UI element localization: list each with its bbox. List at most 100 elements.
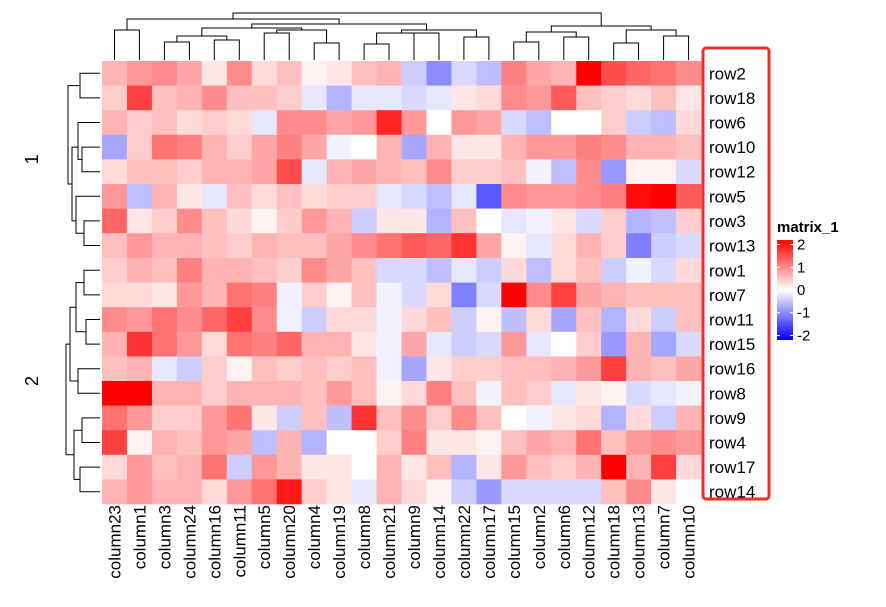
heatmap-cell (376, 85, 402, 111)
heatmap-cell (551, 331, 577, 357)
row-dendrogram-link (85, 319, 100, 345)
heatmap-cell (676, 405, 702, 431)
row-split-labels: 12 (22, 154, 42, 386)
heatmap-cell (626, 356, 652, 382)
heatmap-cell (526, 110, 552, 136)
heatmap-cell (102, 208, 128, 234)
heatmap-cell (551, 479, 577, 505)
heatmap-cell (576, 208, 602, 234)
heatmap-cell (126, 282, 153, 308)
row-label: row15 (709, 335, 755, 354)
heatmap-cell (126, 307, 153, 333)
heatmap-cell (676, 430, 702, 456)
heatmap-cell (676, 184, 702, 209)
heatmap-cell (676, 159, 702, 185)
heatmap-cell (102, 479, 128, 505)
heatmap-cell (501, 454, 527, 480)
heatmap-cell (551, 381, 577, 406)
heatmap-cell (326, 307, 352, 333)
heatmap-cell (201, 331, 228, 357)
heatmap-cell (251, 307, 278, 333)
heatmap-cell (276, 307, 302, 333)
heatmap-cell (176, 479, 203, 505)
heatmap-cell (601, 258, 627, 283)
heatmap-cell (526, 85, 552, 111)
heatmap-cell (576, 85, 602, 111)
heatmap-cell (551, 282, 577, 308)
heatmap-cell (251, 356, 278, 382)
heatmap-cell (301, 233, 327, 259)
heatmap-cell (376, 454, 402, 480)
heatmap-cell (326, 208, 352, 234)
heatmap-cell (276, 454, 302, 480)
heatmap-cell (251, 331, 278, 357)
heatmap-cell (526, 454, 552, 480)
heatmap-cell (651, 381, 677, 406)
heatmap-cell (126, 405, 153, 431)
heatmap-cell (426, 258, 452, 283)
column-label: column4 (305, 505, 324, 569)
heatmap-cell (251, 430, 278, 456)
heatmap-cell (151, 184, 178, 209)
heatmap-cell (176, 454, 203, 480)
heatmap-cell (226, 233, 253, 259)
row-label: row3 (709, 212, 746, 231)
heatmap-cell (576, 381, 602, 406)
heatmap-cell (201, 184, 228, 209)
heatmap-cell (651, 356, 677, 382)
heatmap-cell (451, 61, 477, 86)
heatmap-cell (651, 208, 677, 234)
row-label: row6 (709, 114, 746, 133)
heatmap-cell (102, 233, 128, 259)
heatmap-cell (426, 331, 452, 357)
heatmap-cell (201, 110, 228, 136)
heatmap-cell (251, 405, 278, 431)
heatmap-cell (102, 307, 128, 333)
heatmap-cell (226, 454, 253, 480)
column-label: column21 (380, 505, 399, 579)
heatmap-cell (401, 282, 427, 308)
row-dendrogram-link (81, 417, 100, 443)
heatmap-cell (651, 258, 677, 283)
heatmap-cell (151, 430, 178, 456)
heatmap-cell (651, 233, 677, 259)
legend-tick-label: 1 (797, 259, 805, 276)
heatmap-cell (201, 208, 228, 234)
heatmap-cell (151, 479, 178, 505)
column-dendrogram-link (176, 35, 228, 42)
heatmap-cell (426, 381, 452, 406)
heatmap-cell (626, 184, 652, 209)
heatmap-cell (226, 307, 253, 333)
heatmap-cell (201, 258, 228, 283)
row-label: row11 (709, 311, 754, 330)
heatmap-cell (126, 258, 153, 283)
column-label: column23 (106, 505, 125, 579)
row-dendrogram-link (75, 195, 100, 234)
heatmap-cell (601, 110, 627, 136)
column-label: column19 (330, 505, 349, 579)
heatmap-cell (401, 85, 427, 111)
heatmap-cell (201, 159, 228, 185)
heatmap-cell (301, 110, 327, 136)
heatmap-cell (401, 159, 427, 185)
heatmap-cell (326, 331, 352, 357)
heatmap-cell (426, 110, 452, 136)
column-label: column2 (530, 505, 549, 569)
column-dendrogram-link (663, 35, 690, 60)
heatmap-cell (551, 159, 577, 185)
heatmap-cell (301, 208, 327, 234)
heatmap-cell (376, 282, 402, 308)
row-label: row16 (709, 360, 755, 379)
heatmap-cell (626, 454, 652, 480)
row-label: row12 (709, 163, 755, 182)
heatmap-cell (251, 479, 278, 505)
heatmap-cell (501, 356, 527, 382)
heatmap-cell (226, 405, 253, 431)
heatmap-cell (401, 381, 427, 406)
row-dendrogram-link (77, 122, 100, 160)
color-legend: matrix_1 2 1 0 -1 -2 (777, 219, 839, 345)
heatmap-cell (451, 430, 477, 456)
heatmap-cell (251, 134, 278, 160)
column-label: column12 (580, 505, 599, 579)
heatmap-cell (376, 233, 402, 259)
